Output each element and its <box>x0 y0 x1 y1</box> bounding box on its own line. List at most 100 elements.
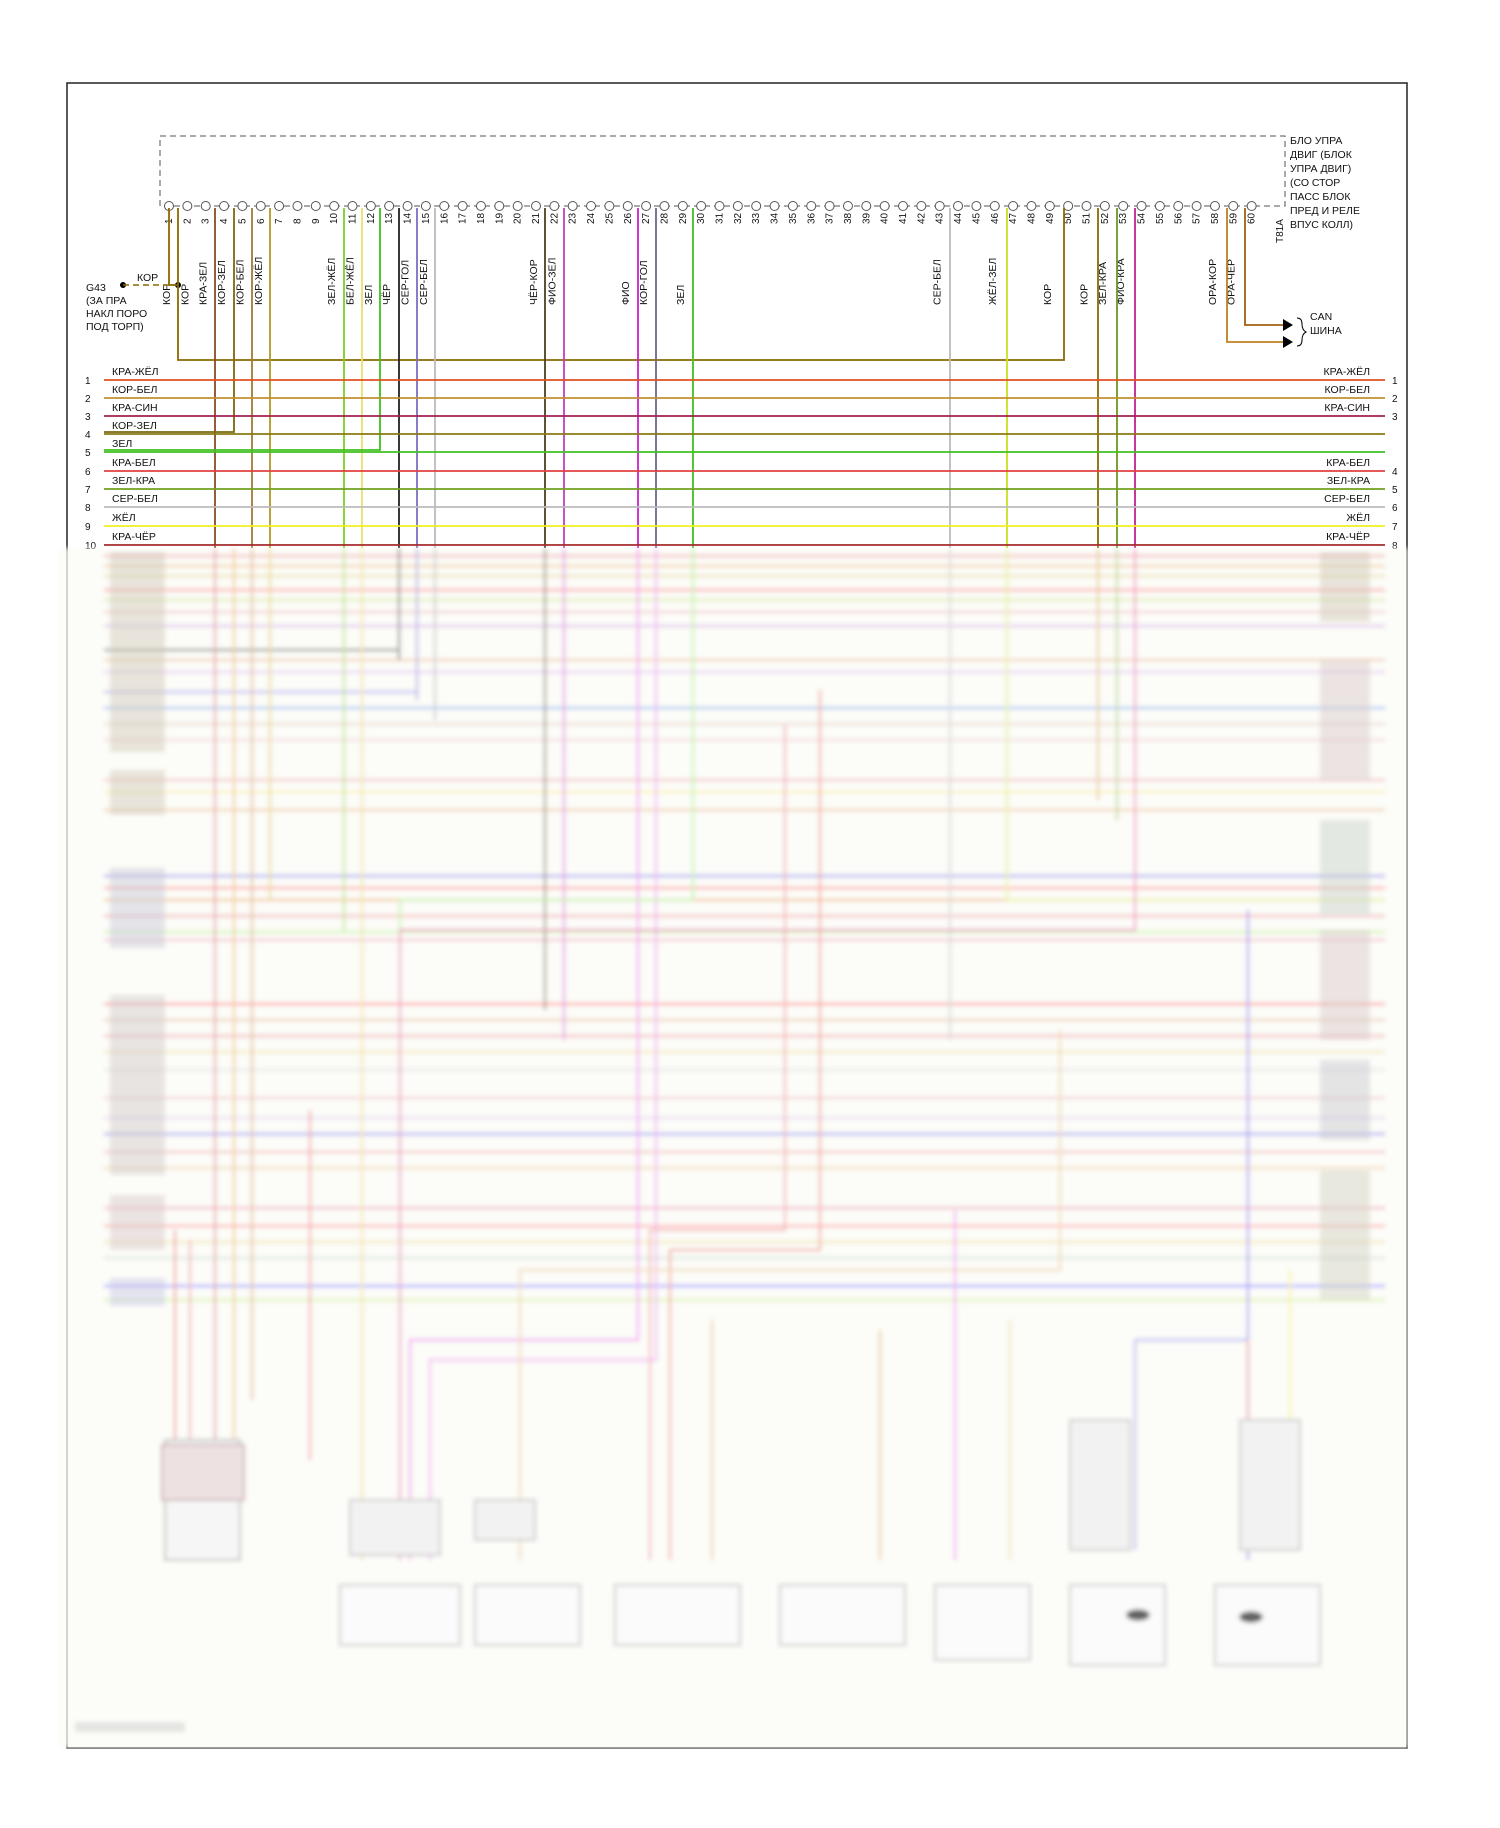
can-bus-label-line: ШИНА <box>1310 325 1342 337</box>
pin-terminal <box>1246 201 1257 211</box>
pin-wire-label: ЗЕЛ <box>675 285 687 305</box>
bus-label-right: КОР-БЕЛ <box>1325 384 1371 396</box>
pin-number: 46 <box>990 212 1001 224</box>
ground-label-line: (ЗА ПРА <box>86 295 127 307</box>
pin-number: 30 <box>696 212 707 224</box>
ecu-label-line: УПРА ДВИГ) <box>1290 163 1351 175</box>
pin-terminal <box>879 201 890 211</box>
pin-wire-labels: КОР КОР КРА-ЗЕЛ КОР-ЗЕЛ КОР-БЕЛ КОР-ЖЁЛ ЗЕЛ-ЖЁ… <box>161 257 1237 305</box>
bus-label-left: КРА-ЖЁЛ <box>112 366 159 378</box>
ground-label-line: ПОД ТОРП) <box>86 321 144 333</box>
bus-number-right: 1 <box>1392 376 1398 387</box>
pin-number: 21 <box>531 212 542 224</box>
pin-number: 57 <box>1192 212 1203 224</box>
pin-wire-label: КОР-БЕЛ <box>234 259 246 305</box>
pin-number: 52 <box>1100 212 1111 224</box>
pin-number: 60 <box>1247 212 1258 224</box>
pin-terminal <box>622 201 633 211</box>
pin-terminal <box>457 201 468 211</box>
pin-number: 56 <box>1173 212 1184 224</box>
pin-terminal <box>1118 201 1129 211</box>
pin-number: 53 <box>1118 212 1129 224</box>
ecu-box <box>159 135 1286 207</box>
bus-label-right: КРА-ЖЁЛ <box>1323 366 1370 378</box>
bus-label-right: КРА-БЕЛ <box>1326 457 1370 469</box>
bus-label-left: КРА-БЕЛ <box>112 457 156 469</box>
pin-terminal <box>1209 201 1220 211</box>
pin-number: 55 <box>1155 212 1166 224</box>
pin-terminal <box>604 201 615 211</box>
bus-number-right: 7 <box>1392 522 1398 533</box>
bus-label-left: ЗЕЛ-КРА <box>112 475 155 487</box>
pin-number: 35 <box>788 212 799 224</box>
wire-pin-58 <box>1226 208 1283 343</box>
pin-number: 18 <box>476 212 487 224</box>
pin-terminal <box>182 201 193 211</box>
pin-number: 4 <box>219 218 230 224</box>
bus-label-left: КОР-БЕЛ <box>112 384 158 396</box>
pin-wire-label: КОР-ГОЛ <box>638 260 650 305</box>
pin-number: 7 <box>274 218 285 224</box>
pin-number: 17 <box>458 212 469 224</box>
pin-number: 38 <box>843 212 854 224</box>
bus-label-right: КРА-ЧЁР <box>1326 531 1370 543</box>
wire-pin-12 <box>104 208 381 451</box>
pin-terminal <box>806 201 817 211</box>
ecu-label-line: ПАСС БЛОК <box>1290 191 1351 203</box>
pin-terminal <box>567 201 578 211</box>
pin-wire-label: КОР-ЗЕЛ <box>216 260 228 305</box>
pin-number: 14 <box>403 212 414 224</box>
pin-number: 49 <box>1045 212 1056 224</box>
pin-number: 25 <box>604 212 615 224</box>
blurred-side-labels <box>75 552 1370 1732</box>
pin-number: 26 <box>623 212 634 224</box>
pin-terminal <box>1228 201 1239 211</box>
bus-number-left: 1 <box>85 376 91 387</box>
bus-lines: 1 КРА-ЖЁЛ 2 КОР-БЕЛ 3 КРА-СИН 4 КОР-ЗЕЛ 5 ЗЕЛ 6 КРА… <box>85 366 1398 552</box>
pin-number: 37 <box>825 212 836 224</box>
pin-number: 28 <box>659 212 670 224</box>
can-brace-icon <box>1296 317 1308 347</box>
pin-terminal <box>696 201 707 211</box>
pin-number: 9 <box>311 218 322 224</box>
pin-number: 23 <box>568 212 579 224</box>
pin-number: 24 <box>586 212 597 224</box>
pin-number: 43 <box>935 212 946 224</box>
pin-wire-label: ФИО <box>620 281 632 305</box>
pin-terminal <box>953 201 964 211</box>
ecu-label-line: (СО СТОР <box>1290 177 1340 189</box>
pin-number: 8 <box>292 218 303 224</box>
pin-number: 11 <box>348 213 359 224</box>
pin-number: 45 <box>971 212 982 224</box>
pin-terminal <box>512 201 523 211</box>
pin-terminal <box>347 201 358 211</box>
pin-wire-label: СЕР-ГОЛ <box>400 260 412 305</box>
pin-terminal <box>934 201 945 211</box>
pin-wire-label: КОР <box>179 284 191 305</box>
pin-terminal <box>439 201 450 211</box>
bus-number-left: 7 <box>85 485 91 496</box>
bus-number-right: 3 <box>1392 412 1398 423</box>
pin-number: 39 <box>861 212 872 224</box>
pin-terminal <box>1191 201 1202 211</box>
pin-terminal <box>384 201 395 211</box>
pin-terminal <box>292 201 303 211</box>
pin-terminal <box>586 201 597 211</box>
pin-number: 36 <box>806 212 817 224</box>
pin-number: 3 <box>201 218 212 224</box>
pin-terminal <box>365 201 376 211</box>
ground-label-line: G43 <box>86 282 106 294</box>
pin-number: 13 <box>384 212 395 224</box>
pin-number: 50 <box>1063 212 1074 224</box>
bus-label-left: КРА-СИН <box>112 402 158 414</box>
pin-number: 5 <box>237 218 248 224</box>
pin-terminal <box>1173 201 1184 211</box>
bus-number-left: 9 <box>85 522 91 533</box>
bus-number-right: 2 <box>1392 394 1398 405</box>
pin-number: 42 <box>916 212 927 224</box>
ecu-pins: 1 2 3 4 5 6 7 8 9 10 11 12 13 14 15 16 17 18 19 20 21 22 23 24 2… <box>164 201 1258 224</box>
pin-terminal <box>898 201 908 211</box>
pin-number: 10 <box>329 212 340 224</box>
bus-label-left: ЗЕЛ <box>112 438 132 450</box>
pin-number: 51 <box>1082 212 1093 224</box>
